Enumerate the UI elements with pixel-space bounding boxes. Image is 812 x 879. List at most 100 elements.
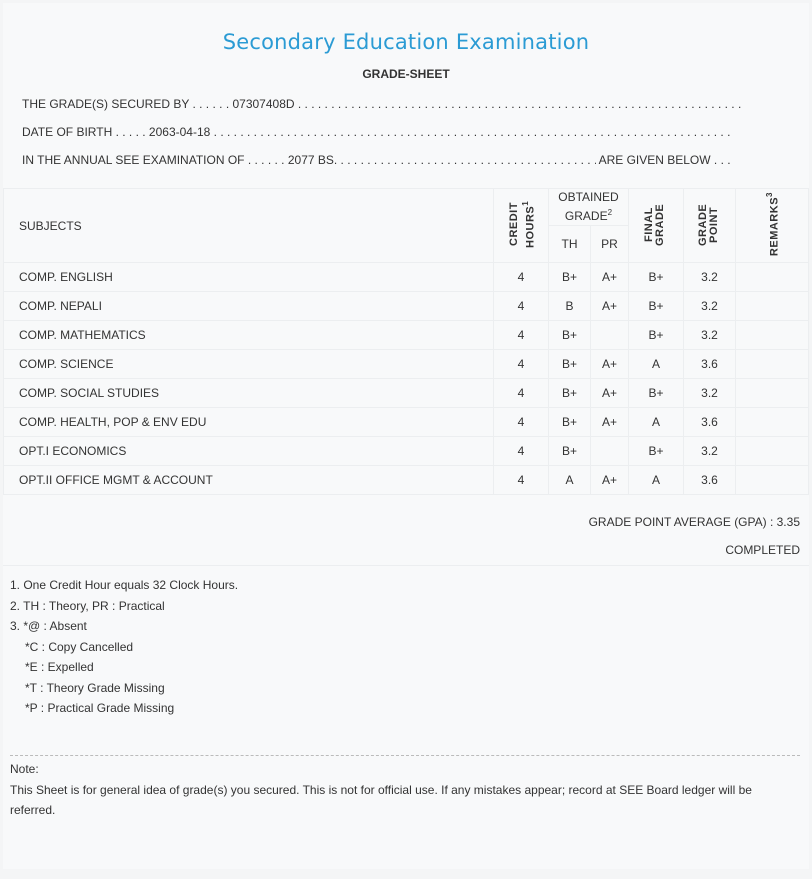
cell-th: B+ <box>548 378 591 408</box>
cell-final: B+ <box>628 291 684 321</box>
cell-final: B+ <box>628 378 684 408</box>
cell-remarks <box>735 378 809 408</box>
header-th: TH <box>548 225 591 263</box>
cell-credit: 4 <box>493 320 549 350</box>
footnote: *P : Practical Grade Missing <box>25 701 175 715</box>
footnote: 3. *@ : Absent <box>10 619 87 633</box>
cell-subject: COMP. NEPALI <box>3 291 494 321</box>
cell-credit: 4 <box>493 378 549 408</box>
cell-credit: 4 <box>493 465 549 495</box>
footnote: *E : Expelled <box>25 660 94 674</box>
cell-final: A <box>628 349 684 379</box>
cell-th: B <box>548 291 591 321</box>
info-exam: IN THE ANNUAL SEE EXAMINATION OF 2077 BS… <box>22 153 742 167</box>
cell-th: B+ <box>548 320 591 350</box>
cell-remarks <box>735 349 809 379</box>
table-row: COMP. HEALTH, POP & ENV EDU 4 B+ A+ A 3.6 <box>3 407 809 437</box>
header-grade-point: GRADE POINT <box>683 188 736 263</box>
cell-pr <box>590 436 629 466</box>
cell-remarks <box>735 262 809 292</box>
page-subtitle: GRADE-SHEET <box>362 67 450 81</box>
cell-remarks <box>735 407 809 437</box>
cell-point: 3.2 <box>683 291 736 321</box>
exam-label: IN THE ANNUAL SEE EXAMINATION OF <box>22 153 288 167</box>
header-obtained-grade: OBTAINED GRADE2 <box>548 188 629 226</box>
cell-subject: COMP. SOCIAL STUDIES <box>3 378 494 408</box>
table-row: COMP. MATHEMATICS 4 B+ B+ 3.2 <box>3 320 809 350</box>
dot-leader <box>210 125 734 139</box>
cell-final: A <box>628 465 684 495</box>
cell-credit: 4 <box>493 436 549 466</box>
cell-point: 3.6 <box>683 349 736 379</box>
cell-credit: 4 <box>493 407 549 437</box>
header-remarks: REMARKS3 <box>735 188 809 263</box>
cell-point: 3.6 <box>683 407 736 437</box>
cell-subject: OPT.I ECONOMICS <box>3 436 494 466</box>
table-row: OPT.I ECONOMICS 4 B+ B+ 3.2 <box>3 436 809 466</box>
cell-th: B+ <box>548 436 591 466</box>
gpa-value: GRADE POINT AVERAGE (GPA) : 3.35 <box>588 515 800 529</box>
note-label: Note: <box>10 762 39 776</box>
cell-pr: A+ <box>590 291 629 321</box>
cell-credit: 4 <box>493 349 549 379</box>
dashed-divider <box>10 755 800 756</box>
cell-remarks <box>735 465 809 495</box>
cell-credit: 4 <box>493 291 549 321</box>
secured-by-label: THE GRADE(S) SECURED BY <box>22 97 232 111</box>
divider <box>3 565 809 566</box>
cell-subject: OPT.II OFFICE MGMT & ACCOUNT <box>3 465 494 495</box>
result-status: COMPLETED <box>725 543 800 557</box>
cell-remarks <box>735 436 809 466</box>
cell-pr: A+ <box>590 407 629 437</box>
cell-pr <box>590 320 629 350</box>
cell-th: B+ <box>548 407 591 437</box>
table-row: OPT.II OFFICE MGMT & ACCOUNT 4 A A+ A 3.6 <box>3 465 809 495</box>
dot-leader <box>334 153 596 167</box>
dob-value: 2063-04-18 <box>148 125 211 139</box>
cell-remarks <box>735 320 809 350</box>
cell-final: B+ <box>628 320 684 350</box>
exam-suffix: ARE GIVEN BELOW . . . <box>598 153 731 167</box>
exam-year: 2077 BS <box>287 153 334 167</box>
footnote: 2. TH : Theory, PR : Practical <box>10 598 165 613</box>
cell-point: 3.2 <box>683 378 736 408</box>
cell-pr: A+ <box>590 349 629 379</box>
header-pr: PR <box>590 225 629 263</box>
dob-label: DATE OF BIRTH <box>22 125 149 139</box>
cell-final: A <box>628 407 684 437</box>
info-dob: DATE OF BIRTH 2063-04-18 <box>22 125 734 139</box>
cell-final: B+ <box>628 262 684 292</box>
cell-th: A <box>548 465 591 495</box>
cell-th: B+ <box>548 262 591 292</box>
footnote: 1. One Credit Hour equals 32 Clock Hours… <box>10 578 239 592</box>
cell-subject: COMP. HEALTH, POP & ENV EDU <box>3 407 494 437</box>
cell-final: B+ <box>628 436 684 466</box>
table-row: COMP. ENGLISH 4 B+ A+ B+ 3.2 <box>3 262 809 292</box>
footnote: *C : Copy Cancelled <box>25 639 134 654</box>
cell-point: 3.6 <box>683 465 736 495</box>
page-title: Secondary Education Examination <box>222 30 590 54</box>
header-credit-hours: CREDIT HOURS1 <box>493 188 549 263</box>
cell-subject: COMP. SCIENCE <box>3 349 494 379</box>
symbol-number: 07307408D <box>232 97 295 111</box>
table-row: COMP. NEPALI 4 B A+ B+ 3.2 <box>3 291 809 321</box>
cell-pr: A+ <box>590 465 629 495</box>
note-text: This Sheet is for general idea of grade(… <box>10 782 752 818</box>
grades-table: SUBJECTS CREDIT HOURS1 OBTAINED GRADE2 F… <box>3 188 809 495</box>
cell-subject: COMP. ENGLISH <box>3 262 494 292</box>
cell-point: 3.2 <box>683 262 736 292</box>
cell-th: B+ <box>548 349 591 379</box>
info-secured-by: THE GRADE(S) SECURED BY 07307408D <box>22 97 742 111</box>
note: Note: This Sheet is for general idea of … <box>10 759 800 821</box>
cell-point: 3.2 <box>683 436 736 466</box>
cell-pr: A+ <box>590 262 629 292</box>
footnote: *T : Theory Grade Missing <box>25 680 165 695</box>
footnotes: 1. One Credit Hour equals 32 Clock Hours… <box>10 575 238 719</box>
header-final-grade: FINAL GRADE <box>628 188 684 263</box>
cell-credit: 4 <box>493 262 549 292</box>
cell-subject: COMP. MATHEMATICS <box>3 320 494 350</box>
table-row: COMP. SOCIAL STUDIES 4 B+ A+ B+ 3.2 <box>3 378 809 408</box>
dot-leader <box>295 97 742 111</box>
header-subjects: SUBJECTS <box>3 188 494 263</box>
cell-point: 3.2 <box>683 320 736 350</box>
